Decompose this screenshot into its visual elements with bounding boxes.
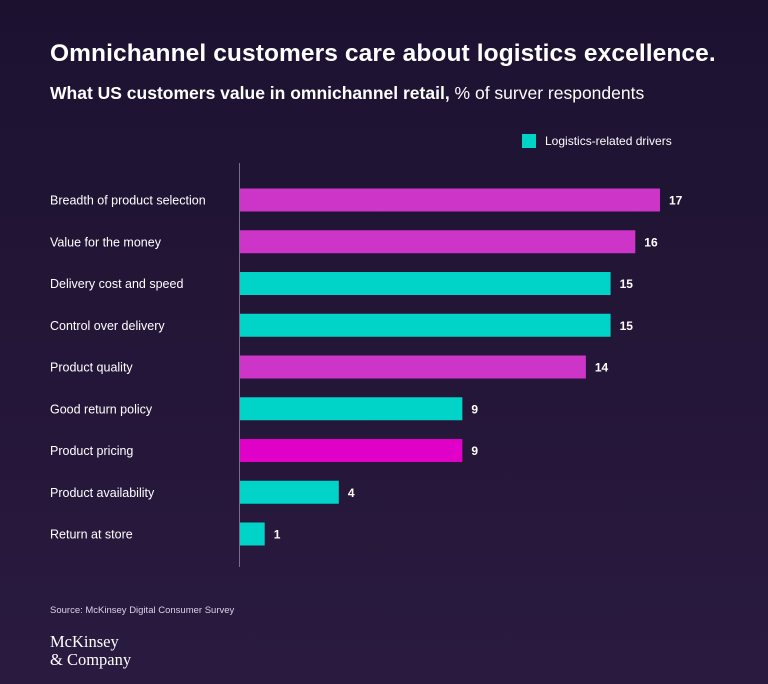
value-label-product-availability: 4	[348, 486, 355, 500]
value-label-control-over-delivery: 15	[620, 319, 634, 333]
bar-product-pricing	[240, 439, 463, 462]
mckinsey-logo: McKinsey & Company	[50, 633, 131, 669]
category-label-return-at-store: Return at store	[50, 528, 133, 542]
logo-line-2: & Company	[50, 650, 132, 669]
bar-control-over-delivery	[240, 313, 611, 337]
bar-delivery-cost-and-speed	[240, 272, 611, 295]
category-label-value-for-the-money: Value for the money	[50, 235, 162, 249]
chart-legend: Logistics-related drivers	[522, 134, 672, 148]
bar-breadth-of-product-selection	[240, 188, 660, 212]
category-label-product-quality: Product quality	[50, 361, 133, 375]
chart-subtitle: What US customers value in omnichannel r…	[50, 83, 644, 104]
bar-value-for-the-money	[240, 230, 636, 254]
category-label-product-availability: Product availability	[50, 486, 155, 500]
bar-product-quality	[240, 355, 586, 379]
logo-line-1: McKinsey	[50, 632, 119, 651]
category-label-control-over-delivery: Control over delivery	[50, 319, 165, 333]
value-label-delivery-cost-and-speed: 15	[620, 277, 634, 291]
legend-label-logistics: Logistics-related drivers	[545, 134, 672, 148]
bar-product-availability	[240, 480, 339, 504]
value-label-product-quality: 14	[595, 361, 609, 375]
value-label-value-for-the-money: 16	[644, 235, 658, 249]
category-label-good-return-policy: Good return policy	[50, 402, 153, 416]
legend-swatch-logistics	[522, 134, 536, 148]
subtitle-rest: % of surver respondents	[449, 83, 645, 103]
category-label-delivery-cost-and-speed: Delivery cost and speed	[50, 277, 183, 291]
category-label-product-pricing: Product pricing	[50, 444, 133, 458]
bar-good-return-policy	[240, 397, 463, 421]
source-note: Source: McKinsey Digital Consumer Survey	[50, 605, 235, 616]
subtitle-lead: What US customers value in omnichannel r…	[50, 83, 450, 103]
chart-title: Omnichannel customers care about logisti…	[50, 40, 716, 67]
bar-return-at-store	[240, 522, 265, 546]
category-label-breadth-of-product-selection: Breadth of product selection	[50, 194, 206, 208]
value-label-product-pricing: 9	[471, 444, 478, 458]
value-label-return-at-store: 1	[274, 528, 281, 542]
value-label-breadth-of-product-selection: 17	[669, 194, 683, 208]
value-label-good-return-policy: 9	[471, 402, 478, 416]
